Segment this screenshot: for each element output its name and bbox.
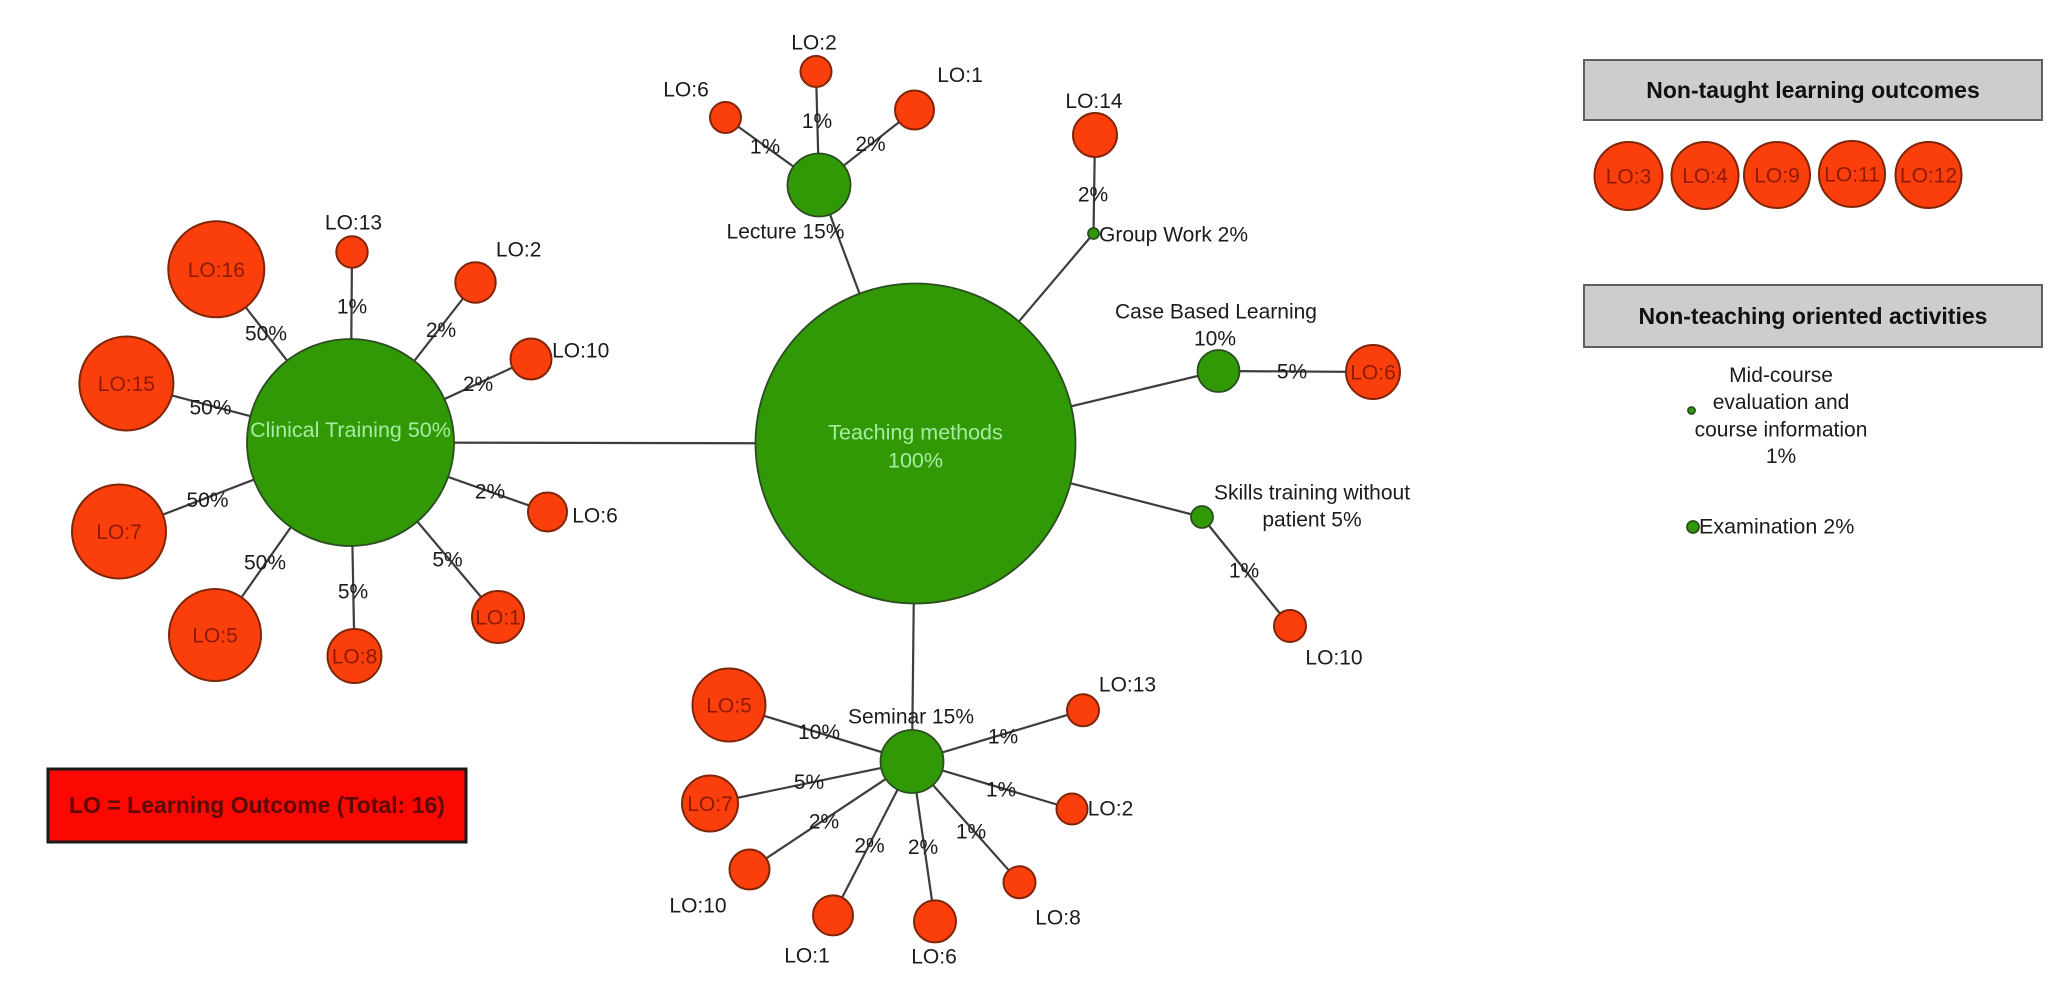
svg-text:LO:8: LO:8: [1035, 907, 1081, 930]
svg-text:LO:10: LO:10: [669, 895, 726, 918]
svg-text:LO:2: LO:2: [1088, 798, 1134, 821]
svg-text:10%: 10%: [1194, 328, 1236, 351]
svg-text:LO:7: LO:7: [687, 793, 733, 816]
svg-text:10%: 10%: [798, 721, 840, 744]
svg-text:1%: 1%: [750, 136, 780, 159]
svg-text:LO:6: LO:6: [1350, 362, 1396, 385]
svg-text:LO:1: LO:1: [475, 607, 521, 630]
svg-text:2%: 2%: [1078, 184, 1108, 207]
svg-text:2%: 2%: [463, 373, 493, 396]
svg-text:Skills training without: Skills training without: [1214, 482, 1410, 505]
svg-text:LO:5: LO:5: [706, 695, 752, 718]
svg-text:Examination 2%: Examination 2%: [1699, 515, 1854, 539]
svg-text:1%: 1%: [956, 821, 986, 844]
svg-text:1%: 1%: [802, 110, 832, 133]
svg-text:LO:8: LO:8: [332, 646, 378, 669]
svg-text:50%: 50%: [245, 323, 287, 346]
svg-text:1%: 1%: [1229, 560, 1259, 583]
svg-text:Non-taught learning outcomes: Non-taught learning outcomes: [1646, 77, 1980, 103]
svg-text:Case Based Learning: Case Based Learning: [1115, 301, 1317, 324]
svg-text:Clinical Training 50%: Clinical Training 50%: [250, 418, 451, 442]
svg-text:2%: 2%: [855, 133, 885, 156]
svg-text:Group Work 2%: Group Work 2%: [1099, 224, 1248, 247]
svg-text:LO:2: LO:2: [791, 32, 837, 55]
svg-text:LO:3: LO:3: [1606, 166, 1652, 189]
svg-text:LO:4: LO:4: [1682, 165, 1728, 188]
svg-text:course information: course information: [1695, 419, 1868, 442]
svg-text:LO:10: LO:10: [552, 340, 609, 363]
svg-text:2%: 2%: [809, 811, 839, 834]
svg-text:1%: 1%: [1766, 445, 1796, 468]
svg-text:2%: 2%: [908, 836, 938, 859]
svg-text:LO:13: LO:13: [325, 212, 382, 235]
svg-text:LO:15: LO:15: [98, 373, 155, 396]
svg-text:LO:2: LO:2: [496, 238, 542, 261]
svg-text:Teaching methods: Teaching methods: [828, 421, 1003, 445]
svg-text:LO:1: LO:1: [784, 945, 830, 968]
svg-text:LO:6: LO:6: [572, 505, 618, 528]
svg-text:50%: 50%: [189, 397, 231, 420]
svg-text:LO:10: LO:10: [1305, 647, 1362, 670]
svg-text:LO = Learning Outcome (Total:: LO = Learning Outcome (Total: 16): [69, 792, 445, 818]
svg-text:1%: 1%: [337, 296, 367, 319]
svg-text:LO:11: LO:11: [1824, 164, 1880, 187]
svg-text:5%: 5%: [794, 771, 824, 794]
svg-text:LO:16: LO:16: [188, 259, 245, 282]
svg-text:LO:5: LO:5: [192, 625, 238, 648]
svg-text:LO:7: LO:7: [96, 521, 142, 544]
svg-text:LO:6: LO:6: [663, 79, 709, 102]
svg-text:50%: 50%: [244, 552, 286, 575]
svg-text:50%: 50%: [186, 489, 228, 512]
svg-text:Non-teaching oriented activiti: Non-teaching oriented activities: [1639, 303, 1988, 329]
svg-text:LO:6: LO:6: [911, 946, 957, 969]
svg-text:Seminar 15%: Seminar 15%: [848, 706, 974, 729]
svg-text:patient 5%: patient 5%: [1262, 509, 1361, 532]
svg-text:2%: 2%: [475, 481, 505, 504]
svg-text:LO:12: LO:12: [1900, 165, 1957, 188]
svg-text:100%: 100%: [888, 449, 943, 473]
svg-text:LO:9: LO:9: [1754, 165, 1800, 188]
svg-text:LO:13: LO:13: [1099, 674, 1156, 697]
svg-text:Mid-course: Mid-course: [1729, 364, 1833, 387]
svg-text:LO:1: LO:1: [937, 64, 983, 87]
svg-text:5%: 5%: [432, 549, 462, 572]
svg-text:Lecture 15%: Lecture 15%: [727, 221, 845, 244]
svg-text:2%: 2%: [426, 319, 456, 342]
svg-text:5%: 5%: [1277, 361, 1307, 384]
svg-text:2%: 2%: [854, 835, 884, 858]
svg-text:1%: 1%: [986, 779, 1016, 802]
svg-text:5%: 5%: [338, 581, 368, 604]
svg-text:LO:14: LO:14: [1065, 90, 1123, 113]
svg-text:evaluation and: evaluation and: [1713, 391, 1850, 414]
svg-text:1%: 1%: [988, 726, 1018, 749]
